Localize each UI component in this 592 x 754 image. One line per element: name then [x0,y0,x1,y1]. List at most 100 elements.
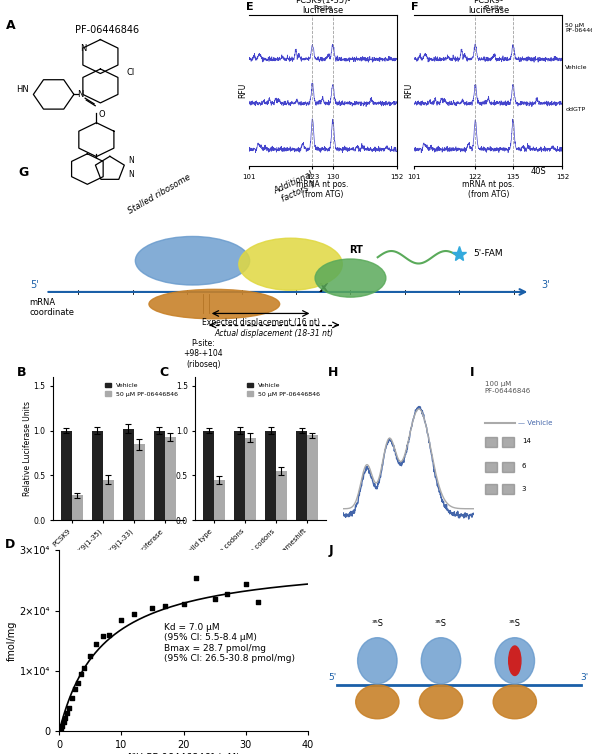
Text: P-site: P-site [485,5,504,11]
Text: 6: 6 [522,463,526,469]
Y-axis label: RFU: RFU [404,83,413,98]
Bar [485,461,497,471]
Text: ³⁵S: ³⁵S [435,619,447,628]
Text: 5': 5' [30,280,39,290]
Text: I: I [469,366,474,379]
Text: X: X [318,282,328,295]
Ellipse shape [315,259,386,297]
X-axis label: Construct: Construct [98,565,139,574]
Text: ³⁵S: ³⁵S [371,619,384,628]
Point [62,707,72,719]
Ellipse shape [493,685,536,719]
Point [70,683,79,695]
Text: H: H [328,366,338,379]
Text: E: E [246,2,253,12]
Bar [307,435,318,520]
Text: D: D [5,538,15,550]
Text: ddGTP: ddGTP [565,107,585,112]
Bar [61,431,72,520]
Point [104,629,114,641]
Text: PF-06446846: PF-06446846 [75,25,139,35]
Text: N: N [128,156,134,165]
X-axis label: mRNA nt pos.
(from ATG): mRNA nt pos. (from ATG) [297,179,349,199]
Bar [103,480,114,520]
Point [241,578,250,590]
Text: 40S: 40S [531,167,546,176]
Bar [134,444,145,520]
Bar [296,431,307,520]
Point [59,716,69,728]
Text: HN: HN [17,85,30,93]
Y-axis label: Relative Luciferase Units: Relative Luciferase Units [23,401,32,496]
Point [191,572,201,584]
Point [160,600,170,612]
Text: P-site: P-site [313,5,332,11]
Point [56,722,66,734]
Ellipse shape [358,638,397,684]
Y-axis label: RFU: RFU [238,83,247,98]
Ellipse shape [149,290,279,319]
Title: PCSK9(1-35)-
luciferase: PCSK9(1-35)- luciferase [295,0,350,15]
Bar [234,431,245,520]
Text: Kd = 7.0 μM
(95% CI: 5.5-8.4 μM)
Bmax = 28.7 pmol/mg
(95% CI: 26.5-30.8 pmol/mg): Kd = 7.0 μM (95% CI: 5.5-8.4 μM) Bmax = … [163,623,295,663]
X-axis label: Construct: Construct [240,578,281,587]
Point [73,677,83,689]
Ellipse shape [419,685,462,719]
Text: 50 μM
PF-06446846: 50 μM PF-06446846 [565,23,592,33]
Bar [501,461,514,471]
Text: Cl: Cl [127,68,135,77]
Point [179,597,188,609]
Text: B: B [17,366,26,379]
Bar [276,471,287,520]
Point [98,630,108,642]
Bar [501,437,514,447]
Point [67,692,76,704]
Bar [203,431,214,520]
Legend: Vehicle, 50 μM PF-06446846: Vehicle, 50 μM PF-06446846 [102,380,181,400]
Text: N: N [128,170,134,179]
Ellipse shape [239,238,342,290]
Text: A: A [6,19,15,32]
Text: F: F [411,2,419,12]
Text: G: G [18,166,28,179]
Point [223,588,232,600]
Title: PCSK9-
luciferase: PCSK9- luciferase [468,0,509,15]
Bar [154,431,165,520]
Text: 3: 3 [522,486,526,492]
Point [117,614,126,626]
Bar [92,431,103,520]
Point [76,668,86,680]
Text: C: C [159,366,168,379]
Bar [123,429,134,520]
Point [148,602,157,614]
X-axis label: mRNA nt pos.
(from ATG): mRNA nt pos. (from ATG) [462,179,514,199]
Ellipse shape [136,237,250,285]
Point [129,608,139,620]
Text: — Vehicle: — Vehicle [518,420,552,426]
Text: 3': 3' [541,280,550,290]
Text: Actual displacement (18-31 nt): Actual displacement (18-31 nt) [215,329,334,339]
Bar [214,480,225,520]
Bar [245,438,256,520]
Text: Stalled ribosome: Stalled ribosome [127,173,193,216]
Ellipse shape [422,638,461,684]
Y-axis label: fmol/mg: fmol/mg [7,621,17,661]
Point [64,703,73,715]
Text: 100 μM
PF-06446846: 100 μM PF-06446846 [485,382,531,394]
Text: mRNA
coordinate: mRNA coordinate [29,298,74,317]
Text: RT: RT [349,245,363,256]
Text: Additional
factors ?: Additional factors ? [273,170,319,205]
Point [92,638,101,650]
Point [210,593,220,605]
Text: 14: 14 [522,439,530,444]
Text: Vehicle: Vehicle [565,65,588,70]
Point [253,596,263,608]
Bar [485,485,497,495]
X-axis label: [³H PF-06446846] (μM): [³H PF-06446846] (μM) [128,753,239,754]
Ellipse shape [495,638,535,684]
Text: 5': 5' [329,673,337,682]
Text: P-site:
+98-+104
(riboseq): P-site: +98-+104 (riboseq) [184,339,223,369]
Circle shape [509,646,521,676]
Text: J: J [329,544,334,557]
Bar [501,485,514,495]
